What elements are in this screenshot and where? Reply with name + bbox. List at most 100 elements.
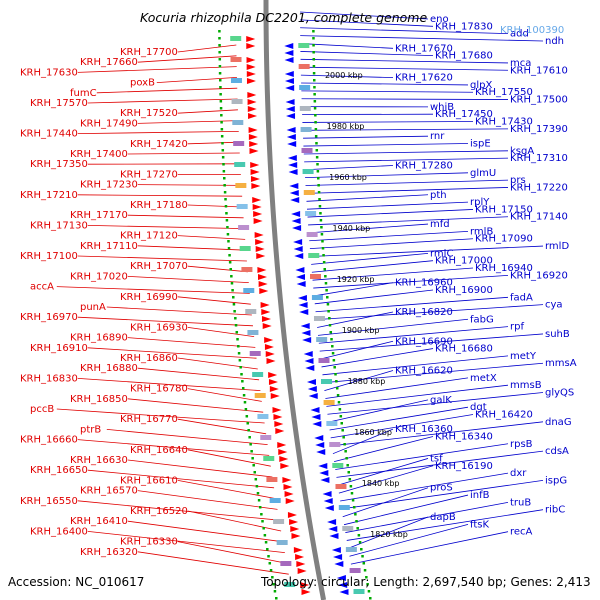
right-gene-label[interactable]: mmsA (545, 358, 577, 369)
left-gene-label[interactable]: poxB (130, 78, 155, 89)
right-gene-label[interactable]: ndh (545, 36, 564, 47)
left-gene-label[interactable]: KRH_17420 (130, 139, 188, 150)
right-gene-label[interactable]: rmlC (430, 248, 453, 259)
left-gene-label[interactable]: KRH_17660 (80, 57, 138, 68)
left-gene-label[interactable]: KRH_17270 (120, 169, 178, 180)
right-gene-label[interactable]: galK (430, 395, 452, 406)
right-gene-label[interactable]: dnaG (545, 417, 572, 428)
left-gene-label[interactable]: KRH_17490 (80, 118, 138, 129)
right-gene-label[interactable]: rpsB (510, 439, 533, 450)
right-gene-label[interactable]: KRH_17150 (475, 204, 533, 215)
right-gene-label[interactable]: KRH_16960 (395, 278, 453, 289)
left-gene-label[interactable]: KRH_17110 (80, 241, 138, 252)
left-gene-label[interactable]: KRH_17400 (70, 149, 128, 160)
right-gene-label[interactable]: mca (510, 58, 531, 69)
left-gene-label[interactable]: KRH_16520 (130, 506, 188, 517)
left-gene-label[interactable]: KRH_16630 (70, 455, 128, 466)
right-gene-label[interactable]: metX (470, 373, 497, 384)
left-gene-label[interactable]: KRH_16890 (70, 333, 128, 344)
left-gene-label[interactable]: KRH_17570 (30, 98, 88, 109)
right-gene-label[interactable]: cdsA (545, 446, 569, 457)
right-gene-label[interactable]: ispG (545, 475, 567, 486)
right-gene-label[interactable]: prs (510, 175, 526, 186)
right-gene-label[interactable]: rplY (470, 197, 490, 208)
right-gene-label[interactable]: KRH_16690 (395, 336, 453, 347)
left-gene-label[interactable]: KRH_16640 (130, 445, 188, 456)
left-gene-label[interactable]: fumC (70, 88, 97, 99)
left-gene-label[interactable]: KRH_17130 (30, 220, 88, 231)
right-gene-label[interactable]: KRH_16820 (395, 307, 453, 318)
right-gene-label[interactable]: rpf (510, 322, 524, 333)
right-gene-label[interactable]: glyQS (545, 388, 574, 399)
right-gene-label[interactable]: KRH_17610 (510, 65, 568, 76)
right-gene-label[interactable]: tsf (430, 453, 443, 464)
left-gene-label[interactable]: KRH_16400 (30, 526, 88, 537)
left-gene-label[interactable]: KRH_16570 (80, 486, 138, 497)
right-gene-label[interactable]: KRH_16190 (435, 461, 493, 472)
left-gene-label[interactable]: KRH_17230 (80, 180, 138, 191)
left-gene-label[interactable]: KRH_16320 (80, 547, 138, 558)
left-gene-label[interactable]: KRH_16330 (120, 537, 178, 548)
right-gene-label[interactable]: KRH_16340 (435, 431, 493, 442)
left-gene-label[interactable]: KRH_17520 (120, 108, 178, 119)
left-gene-label[interactable]: KRH_17120 (120, 231, 178, 242)
right-gene-label[interactable]: ftsK (470, 519, 489, 530)
right-gene-label[interactable]: eno (430, 14, 449, 25)
left-gene-label[interactable]: KRH_16910 (30, 343, 88, 354)
left-gene-label[interactable]: KRH_16770 (120, 414, 178, 425)
right-gene-label[interactable]: KRH_16920 (510, 270, 568, 281)
right-gene-label[interactable]: proS (430, 483, 453, 494)
left-gene-label[interactable]: KRH_16610 (120, 475, 178, 486)
left-gene-label[interactable]: KRH_16970 (20, 312, 78, 323)
right-gene-label[interactable]: cya (545, 300, 563, 311)
left-gene-label[interactable]: KRH_16880 (80, 363, 138, 374)
right-gene-label[interactable]: KRH_17280 (395, 160, 453, 171)
left-gene-label[interactable]: KRH_16990 (120, 292, 178, 303)
right-gene-label[interactable]: KRH_17000 (435, 256, 493, 267)
left-gene-label[interactable]: KRH_17700 (120, 47, 178, 58)
left-gene-label[interactable]: punA (80, 302, 106, 313)
right-gene-label[interactable]: dxr (510, 468, 527, 479)
left-gene-label[interactable]: KRH_16660 (20, 435, 78, 446)
right-gene-label[interactable]: dgt (470, 402, 487, 413)
right-gene-label[interactable]: fabG (470, 314, 494, 325)
right-gene-label[interactable]: KRH_17220 (510, 182, 568, 193)
left-gene-label[interactable]: KRH_17210 (20, 190, 78, 201)
right-gene-label[interactable]: rnr (430, 131, 445, 142)
right-gene-label[interactable]: mmsB (510, 380, 542, 391)
right-gene-label[interactable]: glpX (470, 80, 492, 91)
right-gene-label[interactable]: KRH_17500 (510, 95, 568, 106)
left-gene-label[interactable]: KRH_16830 (20, 373, 78, 384)
right-gene-label[interactable]: recA (510, 527, 533, 538)
left-gene-label[interactable]: KRH_16550 (20, 496, 78, 507)
right-gene-label[interactable]: KRH_17450 (435, 109, 493, 120)
right-gene-label[interactable]: add (510, 29, 529, 40)
right-gene-label[interactable]: KRH_17620 (395, 73, 453, 84)
right-gene-label[interactable]: infB (470, 490, 490, 501)
right-gene-label[interactable]: KRH_17680 (435, 51, 493, 62)
right-gene-label[interactable]: KRH_16620 (395, 366, 453, 377)
right-gene-label[interactable]: KRH_16420 (475, 409, 533, 420)
left-gene-label[interactable]: KRH_16410 (70, 516, 128, 527)
left-gene-label[interactable]: KRH_17020 (70, 271, 128, 282)
left-gene-label[interactable]: KRH_17440 (20, 129, 78, 140)
right-gene-label[interactable]: KRH_16940 (475, 263, 533, 274)
left-gene-label[interactable]: accA (30, 282, 54, 293)
left-gene-label[interactable]: KRH_17070 (130, 261, 188, 272)
left-gene-label[interactable]: pccB (30, 404, 54, 415)
left-gene-label[interactable]: KRH_17170 (70, 210, 128, 221)
left-gene-label[interactable]: KRH_16780 (130, 384, 188, 395)
right-gene-label[interactable]: whiB (430, 102, 454, 113)
left-gene-label[interactable]: KRH_17350 (30, 159, 88, 170)
left-gene-label[interactable]: KRH_16930 (130, 322, 188, 333)
right-gene-label[interactable]: ispE (470, 139, 491, 150)
right-gene-label[interactable]: KRH_17310 (510, 153, 568, 164)
right-gene-label[interactable]: rmlB (470, 226, 493, 237)
right-gene-label[interactable]: KRH_16360 (395, 424, 453, 435)
left-gene-label[interactable]: ptrB (80, 424, 101, 435)
right-gene-label[interactable]: KRH_16900 (435, 285, 493, 296)
right-gene-label[interactable]: truB (510, 497, 531, 508)
right-gene-label[interactable]: glmU (470, 168, 496, 179)
left-gene-label[interactable]: KRH_16850 (70, 394, 128, 405)
left-gene-label[interactable]: KRH_16650 (30, 465, 88, 476)
